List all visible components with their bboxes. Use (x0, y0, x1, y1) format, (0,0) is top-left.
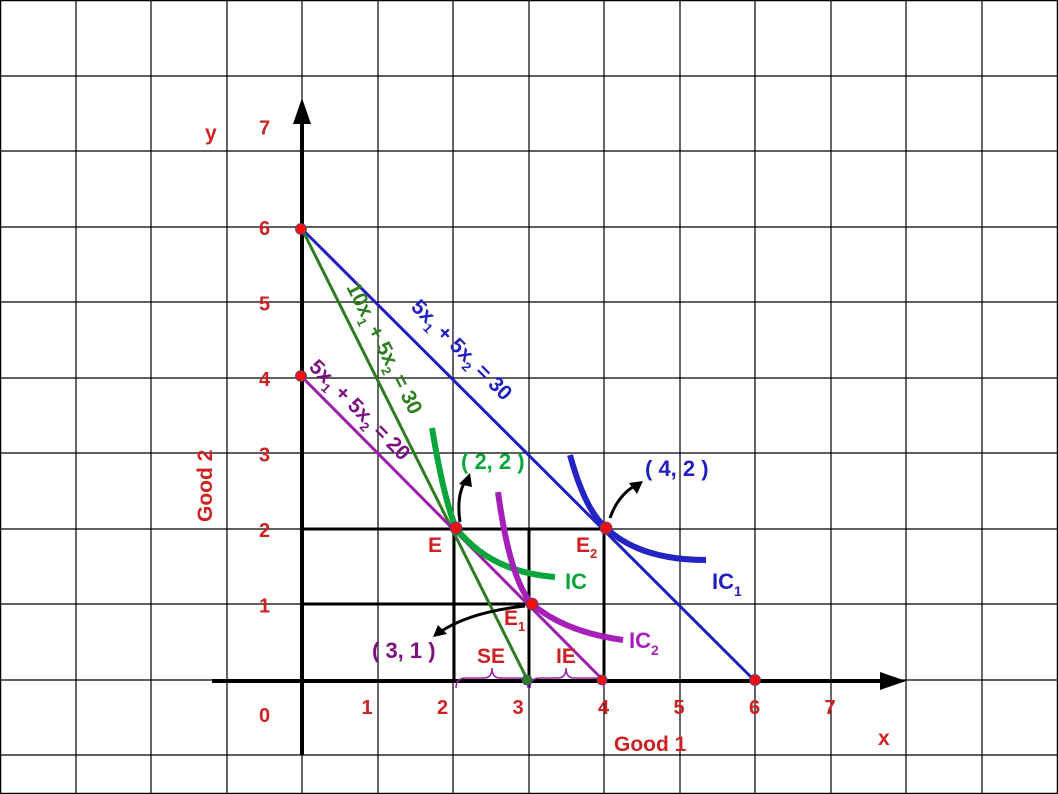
arrow-to-e1-coord (439, 604, 526, 634)
origin-label: 0 (259, 705, 270, 727)
x-tick-labels: 1 2 3 4 5 6 7 (362, 697, 836, 719)
ic1-label: IC1 (712, 569, 742, 599)
y-axis-title: Good 2 (194, 450, 217, 522)
x-tick-label: 2 (437, 697, 448, 719)
point-x-intercept-3 (521, 674, 533, 686)
se-brace (455, 667, 529, 689)
y-tick-label: 2 (259, 520, 270, 542)
x-tick-label: 6 (749, 697, 760, 719)
y-tick-labels: 1 2 3 4 5 6 7 (259, 118, 271, 618)
arrow-to-e-coord (457, 479, 468, 523)
point-e2-coord: ( 4, 2 ) (645, 456, 709, 481)
point-y-intercept-4 (295, 370, 307, 382)
point-x-intercept-4 (596, 674, 608, 686)
point-e1 (525, 597, 539, 611)
point-e-label: E (428, 534, 442, 557)
x-tick-label: 3 (513, 697, 524, 719)
point-x-intercept-6 (749, 674, 761, 686)
point-e2-label: E2 (576, 534, 597, 561)
y-tick-label: 4 (259, 369, 271, 391)
x-tick-label: 7 (825, 697, 836, 719)
x-tick-label: 4 (598, 697, 610, 719)
arrowhead-icon (459, 473, 472, 487)
ic-label: IC (565, 569, 587, 594)
arrow-to-e2-coord (608, 483, 637, 519)
budget-line-new-price (300, 228, 530, 682)
y-tick-label: 7 (259, 118, 270, 140)
arrowhead-icon (629, 481, 643, 494)
x-axis-label: x (878, 727, 890, 750)
y-axis-label: y (205, 122, 217, 145)
budget-line-original-label: 5x1 + 5x2 = 30 (404, 295, 517, 408)
points (295, 223, 761, 686)
point-e2 (599, 521, 613, 535)
x-axis-arrow-icon (880, 672, 906, 690)
arrowhead-icon (433, 625, 447, 637)
x-tick-label: 1 (362, 697, 373, 719)
y-tick-label: 3 (259, 445, 270, 467)
y-tick-label: 6 (259, 218, 270, 240)
x-tick-label: 5 (674, 697, 685, 719)
point-y-intercept-6 (295, 223, 307, 235)
point-e1-coord: ( 3, 1 ) (372, 638, 436, 663)
y-tick-label: 5 (259, 294, 270, 316)
y-tick-label: 1 (259, 596, 270, 618)
income-effect-label: IE (556, 645, 576, 668)
ic2-label: IC2 (629, 628, 659, 658)
budget-line-original (300, 227, 757, 683)
point-e (449, 521, 463, 535)
point-e-coord: ( 2, 2 ) (461, 449, 525, 474)
x-axis-title: Good 1 (614, 733, 687, 756)
substitution-effect-label: SE (477, 645, 505, 668)
point-e1-label: E1 (504, 607, 525, 634)
y-axis-arrow-icon (293, 98, 311, 124)
